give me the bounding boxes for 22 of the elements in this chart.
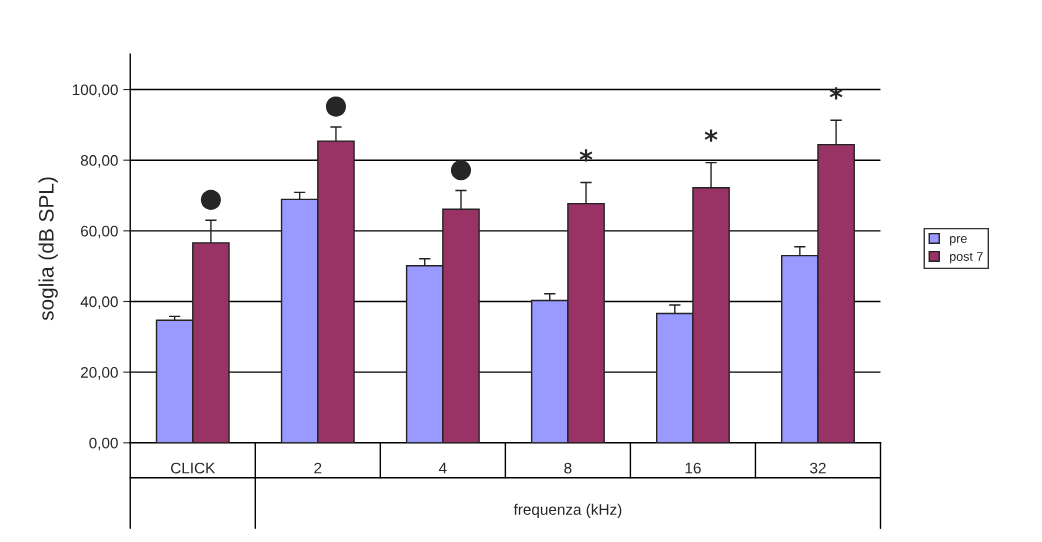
- legend-label: post 7: [950, 252, 983, 264]
- y-tick-label: 100,00: [72, 84, 118, 98]
- y-tick-label: 40,00: [80, 296, 118, 309]
- x-tick-label: 8: [564, 462, 572, 474]
- y-tick-label: 60,00: [80, 225, 118, 239]
- x-tick-label: 4: [438, 462, 447, 474]
- annotation: ●: [450, 160, 472, 181]
- x-tick-label: 2: [314, 462, 322, 474]
- y-tick-label: 20,00: [80, 367, 118, 380]
- y-axis-title: soglia (dB SPL): [38, 177, 58, 321]
- x-tick-label: 16: [685, 462, 701, 474]
- annotation: *: [579, 149, 593, 162]
- annotation: ●: [325, 96, 347, 117]
- x-axis-title: frequenza (kHz): [513, 503, 622, 518]
- annotation: *: [829, 87, 843, 100]
- y-tick-label: 0,00: [89, 437, 118, 451]
- annotation: *: [704, 129, 718, 142]
- x-tick-label: 32: [810, 462, 826, 474]
- annotation: ●: [200, 189, 221, 210]
- legend-label: pre: [950, 236, 967, 246]
- x-tick-label: CLICK: [171, 462, 216, 474]
- y-tick-label: 80,00: [80, 155, 118, 168]
